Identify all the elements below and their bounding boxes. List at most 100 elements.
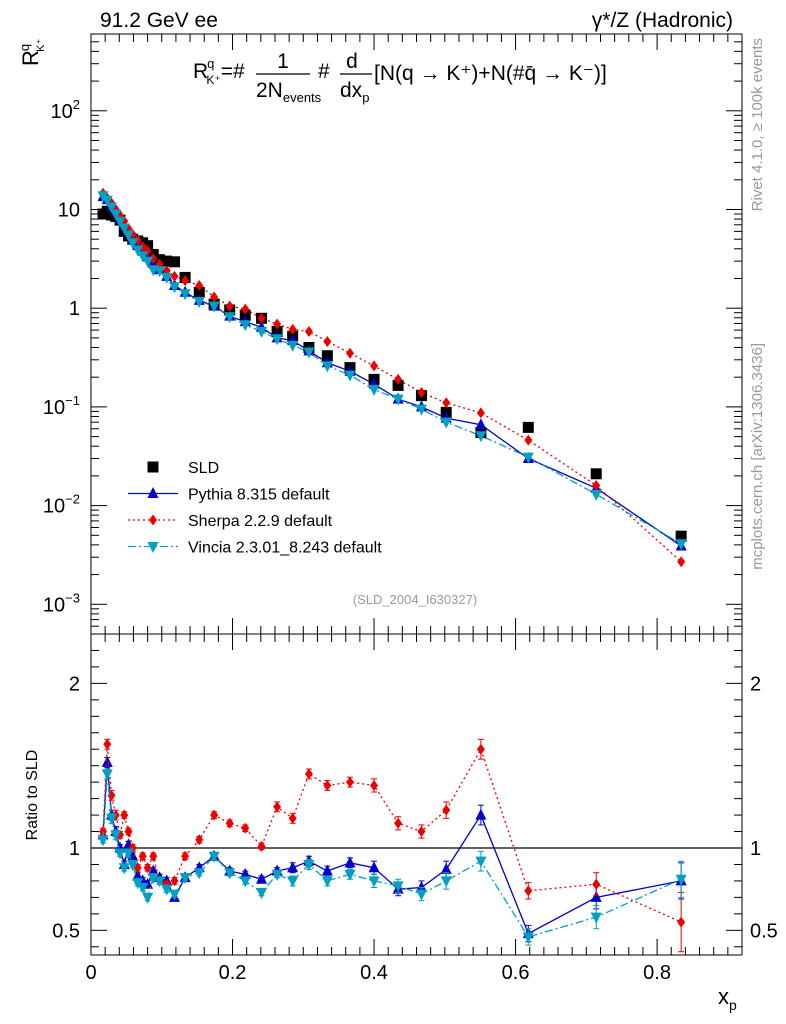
y-tick-label: 10−3	[43, 590, 80, 616]
data-point	[179, 289, 191, 301]
svg-text:1: 1	[277, 50, 289, 73]
ratio-point	[368, 876, 380, 888]
svg-text:d: d	[346, 50, 358, 73]
ratio-point	[170, 875, 179, 887]
data-point	[161, 255, 173, 267]
ratio-point	[592, 878, 601, 890]
data-point	[154, 266, 166, 278]
x-tick-label: 0.6	[502, 962, 530, 984]
data-point	[476, 407, 485, 419]
legend-marker	[149, 514, 157, 526]
data-point	[287, 340, 299, 352]
ratio-point	[323, 779, 332, 791]
ratio-point	[137, 883, 149, 895]
ratio-point	[524, 885, 533, 897]
ratio-point	[475, 856, 487, 868]
ratio-y-tick-label-right: 1	[750, 838, 761, 860]
ratio-point	[345, 776, 354, 788]
ratio-point	[392, 881, 404, 893]
data-point	[394, 373, 403, 385]
x-axis-label: xp	[718, 984, 737, 1013]
data-point	[345, 347, 354, 359]
data-point	[392, 379, 404, 391]
data-point	[110, 209, 122, 221]
data-point	[181, 275, 190, 287]
data-point	[256, 327, 268, 339]
data-point	[168, 256, 180, 268]
legend-label: Sherpa 2.2.9 default	[188, 513, 333, 530]
x-tick-label: 0.8	[643, 962, 671, 984]
main-plot-area	[97, 187, 687, 568]
ratio-point	[303, 859, 315, 871]
ratio-point	[440, 876, 452, 888]
ratio-point	[123, 848, 135, 860]
ratio-point	[118, 863, 130, 875]
ratio-point	[99, 826, 108, 838]
svg-text:RqK⁺=#: Rq K⁺=#	[193, 56, 245, 87]
ratio-point	[590, 912, 602, 924]
data-point	[193, 296, 205, 308]
main-series-group	[97, 187, 687, 568]
header-right: γ*/Z (Hadronic)	[592, 9, 733, 32]
ratio-y-tick-label-right: 0.5	[750, 920, 778, 942]
ratio-plot-area	[97, 738, 687, 953]
data-point	[208, 301, 220, 313]
data-point	[142, 256, 154, 268]
y-tick-label: 10	[58, 199, 80, 221]
ratio-point	[106, 813, 118, 825]
ratio-point	[101, 755, 113, 767]
ratio-point	[522, 932, 534, 944]
analysis-watermark: (SLD_2004_I630327)	[353, 592, 477, 607]
data-point	[370, 360, 379, 372]
ratio-point	[208, 851, 220, 863]
y-tick-label: 102	[51, 97, 80, 123]
ratio-point	[287, 861, 299, 873]
ratio-point	[344, 856, 356, 868]
data-point	[323, 335, 332, 347]
ratio-point	[179, 873, 191, 885]
data-point	[123, 230, 135, 242]
ratio-point	[304, 768, 313, 780]
ratio-point	[97, 835, 109, 847]
data-point	[304, 326, 313, 338]
data-point	[239, 320, 251, 332]
svg-text:[N(q → K⁺)+N(#q̄ → K⁻)]: [N(q → K⁺)+N(#q̄ → K⁻)]	[374, 62, 607, 85]
ratio-point	[677, 916, 686, 928]
ratio-point	[138, 850, 147, 862]
data-point	[288, 323, 297, 335]
data-point	[127, 238, 139, 250]
ratio-y-tick-label-right: 2	[750, 673, 761, 695]
legend-label: Pythia 8.315 default	[188, 487, 330, 504]
ratio-y-tick-label: 1	[69, 838, 80, 860]
ratio-point	[394, 817, 403, 829]
main-axes: 10−3 10−2 10−1 1 10 102	[43, 33, 742, 635]
y-tick-label: 1	[69, 298, 80, 320]
data-point	[677, 556, 686, 568]
data-point	[440, 417, 452, 429]
ratio-point	[181, 850, 190, 862]
data-point	[273, 318, 282, 330]
data-point	[101, 195, 113, 207]
y-tick-label: 10−1	[43, 393, 80, 419]
ratio-point	[257, 840, 266, 852]
ratio-point	[147, 864, 159, 876]
ratio-point	[124, 826, 133, 838]
ratio-point	[271, 869, 283, 881]
ratio-point	[273, 801, 282, 813]
ratio-y-label: Ratio to SLD	[24, 750, 41, 841]
ratio-point	[149, 850, 158, 862]
ratio-point	[241, 822, 250, 834]
data-point	[675, 530, 687, 542]
ratio-point	[256, 872, 268, 884]
data-point	[161, 272, 173, 284]
ratio-point	[195, 834, 204, 846]
data-point	[149, 252, 158, 264]
data-point	[225, 300, 234, 312]
data-point	[239, 309, 251, 321]
ratio-point	[168, 889, 180, 901]
data-point	[106, 202, 118, 214]
legend-marker	[147, 487, 159, 498]
data-point	[132, 245, 144, 257]
data-point	[415, 404, 427, 416]
